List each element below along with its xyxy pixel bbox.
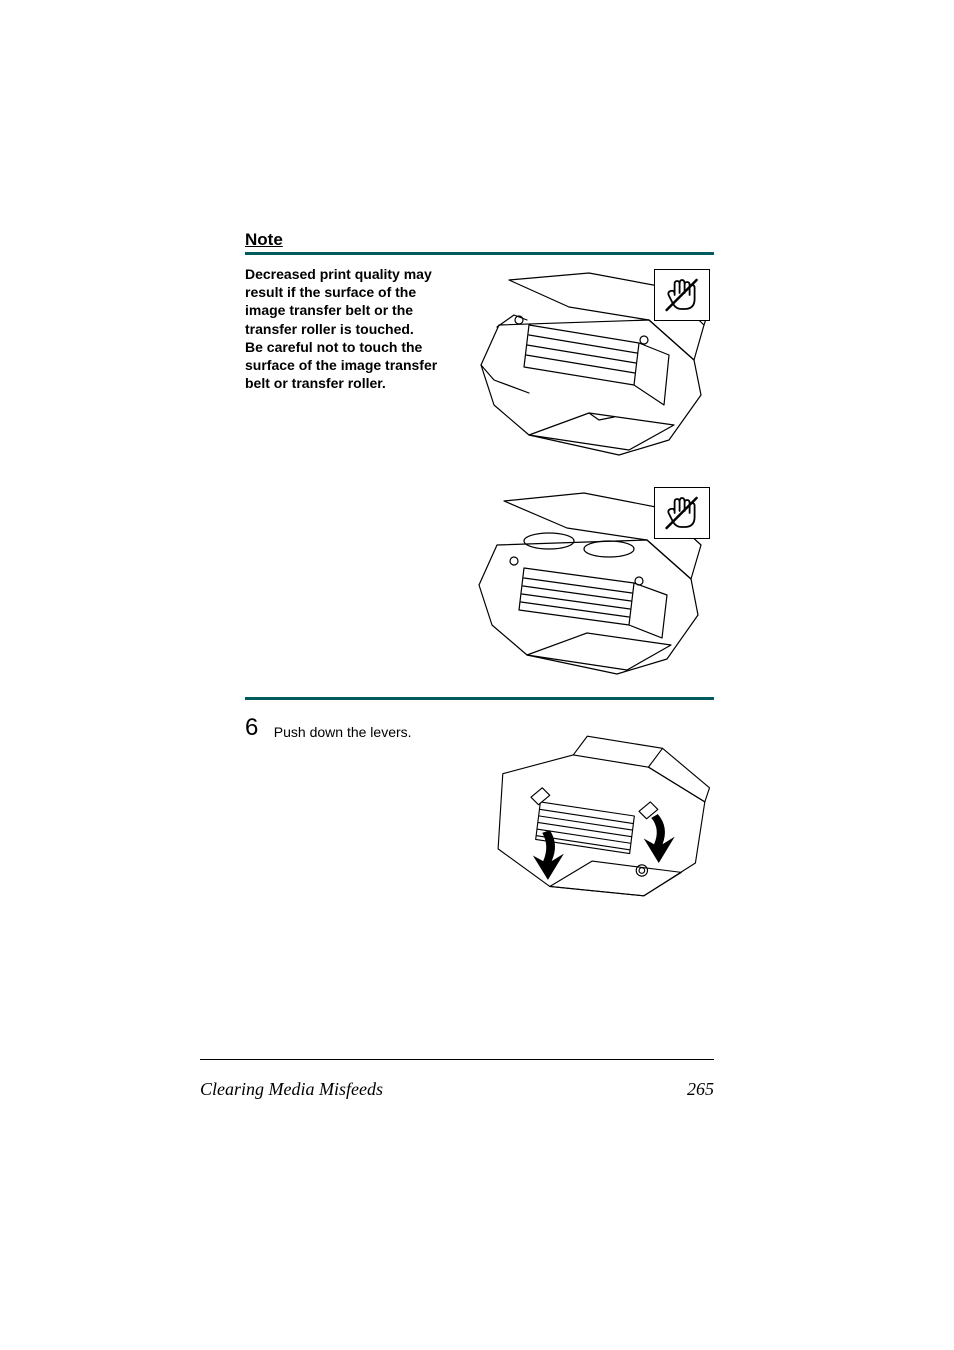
note-top-rule <box>245 252 714 255</box>
step-6-row: 6 Push down the levers. <box>245 716 714 916</box>
do-not-touch-icon <box>654 487 710 539</box>
footer-rule <box>200 1059 714 1060</box>
transfer-belt-illustration-bottom <box>469 483 714 683</box>
note-body-para1: Decreased print quality may result if th… <box>245 266 437 391</box>
page-footer: Clearing Media Misfeeds 265 <box>200 1079 714 1100</box>
footer-section-title: Clearing Media Misfeeds <box>200 1079 383 1100</box>
note-block: Decreased print quality may result if th… <box>245 265 714 683</box>
note-body-text: Decreased print quality may result if th… <box>245 265 449 392</box>
note-heading: Note <box>245 230 714 250</box>
note-illustrations <box>469 265 714 683</box>
step-number: 6 <box>245 716 264 740</box>
note-section: Note Decreased print quality may result … <box>245 230 714 700</box>
transfer-belt-illustration-top <box>469 265 714 465</box>
step-instruction-text: Push down the levers. <box>274 724 474 740</box>
manual-page: Note Decreased print quality may result … <box>0 0 954 1350</box>
do-not-touch-icon <box>654 269 710 321</box>
footer-page-number: 265 <box>687 1079 714 1100</box>
push-levers-illustration <box>484 716 714 916</box>
note-bottom-rule <box>245 697 714 700</box>
